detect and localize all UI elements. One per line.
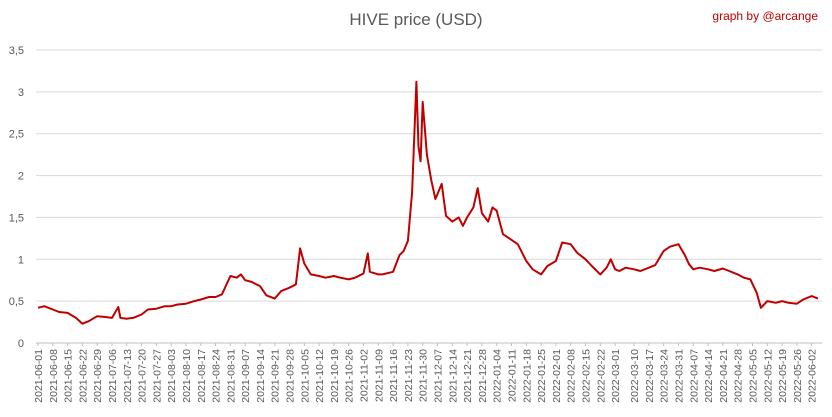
- x-tick-label: 2021-09-21: [270, 349, 282, 403]
- y-tick-label: 1: [18, 254, 24, 266]
- x-tick-label: 2022-06-02: [807, 349, 819, 403]
- y-tick-label: 2,5: [9, 129, 24, 141]
- x-tick-label: 2021-07-13: [122, 349, 134, 403]
- y-tick-label: 2: [18, 171, 24, 183]
- x-tick-label: 2022-01-11: [506, 349, 518, 402]
- x-tick-label: 2021-11-30: [418, 349, 430, 402]
- x-tick-label: 2021-10-26: [344, 349, 356, 403]
- x-tick-label: 2021-10-19: [329, 349, 341, 403]
- x-tick-label: 2021-09-14: [255, 349, 267, 403]
- x-tick-label: 2021-06-01: [33, 349, 45, 403]
- x-tick-label: 2021-10-12: [314, 349, 326, 403]
- x-tick-label: 2021-06-29: [92, 349, 104, 403]
- x-tick-label: 2021-08-24: [211, 349, 223, 403]
- y-tick-label: 0: [18, 338, 24, 350]
- x-tick-label: 2022-05-12: [762, 349, 774, 403]
- x-tick-label: 2022-02-08: [566, 349, 578, 403]
- x-tick-label: 2021-07-27: [151, 349, 163, 403]
- chart-credit: graph by @arcange: [712, 9, 818, 23]
- x-tick-label: 2021-06-08: [48, 349, 60, 403]
- x-tick-label: 2021-11-16: [388, 349, 400, 402]
- x-tick-label: 2021-06-22: [77, 349, 89, 403]
- x-tick-label: 2022-02-15: [580, 349, 592, 403]
- x-tick-label: 2022-04-21: [718, 349, 730, 403]
- x-tick-label: 2021-09-07: [240, 349, 252, 403]
- x-tick-label: 2022-05-19: [777, 349, 789, 403]
- x-tick-label: 2021-12-28: [477, 349, 489, 403]
- x-tick-label: 2021-08-10: [181, 349, 193, 403]
- x-tick-label: 2021-11-23: [403, 349, 415, 402]
- x-tick-label: 2021-12-21: [462, 349, 474, 403]
- x-tick-label: 2022-03-10: [629, 349, 641, 403]
- x-tick-label: 2022-01-25: [536, 349, 548, 403]
- x-tick-label: 2021-08-03: [166, 349, 178, 403]
- x-tick-label: 2022-03-24: [659, 349, 671, 403]
- y-tick-label: 3: [18, 87, 24, 99]
- x-tick-label: 2022-03-17: [644, 349, 656, 403]
- x-tick-label: 2021-07-20: [137, 349, 149, 403]
- x-tick-label: 2021-08-17: [196, 349, 208, 403]
- x-tick-label: 2021-12-07: [433, 349, 445, 403]
- x-tick-label: 2021-10-05: [299, 349, 311, 403]
- x-tick-label: 2022-05-05: [747, 349, 759, 403]
- x-tick-label: 2021-12-14: [447, 349, 459, 403]
- x-tick-label: 2022-02-22: [595, 349, 607, 403]
- x-tick-label: 2021-07-06: [107, 349, 119, 403]
- x-tick-label: 2022-05-26: [792, 349, 804, 403]
- x-tick-label: 2022-04-07: [688, 349, 700, 403]
- price-series-line: [37, 80, 819, 325]
- x-tick-label: 2022-03-01: [610, 349, 622, 403]
- x-tick-label: 2022-02-01: [551, 349, 563, 403]
- y-tick-label: 3,5: [9, 45, 24, 57]
- x-tick-label: 2022-04-28: [733, 349, 745, 403]
- x-tick-label: 2021-11-02: [359, 349, 371, 402]
- x-tick-label: 2022-04-14: [703, 349, 715, 403]
- y-tick-label: 1,5: [9, 212, 24, 224]
- x-tick-label: 2021-08-31: [225, 349, 237, 403]
- x-tick-label: 2021-11-09: [373, 349, 385, 402]
- x-tick-label: 2022-01-04: [492, 349, 504, 403]
- x-tick-label: 2021-06-15: [63, 349, 75, 403]
- chart-title: HIVE price (USD): [349, 10, 483, 29]
- x-tick-label: 2022-03-31: [673, 349, 685, 403]
- y-tick-label: 0,5: [9, 296, 24, 308]
- x-tick-label: 2022-01-18: [521, 349, 533, 403]
- x-tick-label: 2021-09-28: [285, 349, 297, 403]
